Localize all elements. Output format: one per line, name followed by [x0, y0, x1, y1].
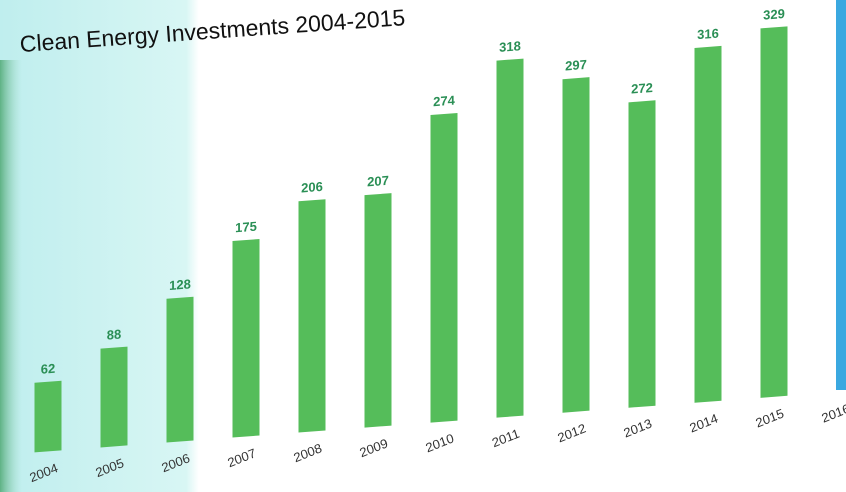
bar	[430, 112, 458, 423]
bar	[562, 77, 590, 413]
bar	[232, 238, 260, 438]
value-label: 128	[169, 276, 191, 293]
value-label: 329	[763, 6, 785, 23]
bar	[100, 346, 128, 448]
bar	[364, 193, 392, 428]
value-label: 274	[433, 93, 455, 110]
side-strip	[836, 0, 846, 390]
bar	[760, 26, 788, 398]
value-label: 272	[631, 80, 653, 97]
bar	[496, 58, 524, 418]
bar	[694, 45, 722, 403]
bar	[166, 296, 194, 443]
bar	[628, 100, 656, 408]
value-label: 316	[697, 26, 719, 43]
bar	[34, 380, 62, 453]
value-label: 318	[499, 38, 521, 55]
value-label: 175	[235, 219, 257, 236]
value-label: 297	[565, 57, 587, 74]
value-label: 207	[367, 173, 389, 190]
value-label: 88	[107, 327, 121, 343]
photo-edge	[0, 60, 22, 492]
value-label: 62	[41, 361, 55, 377]
value-label: 206	[301, 179, 323, 196]
bar	[298, 199, 326, 433]
